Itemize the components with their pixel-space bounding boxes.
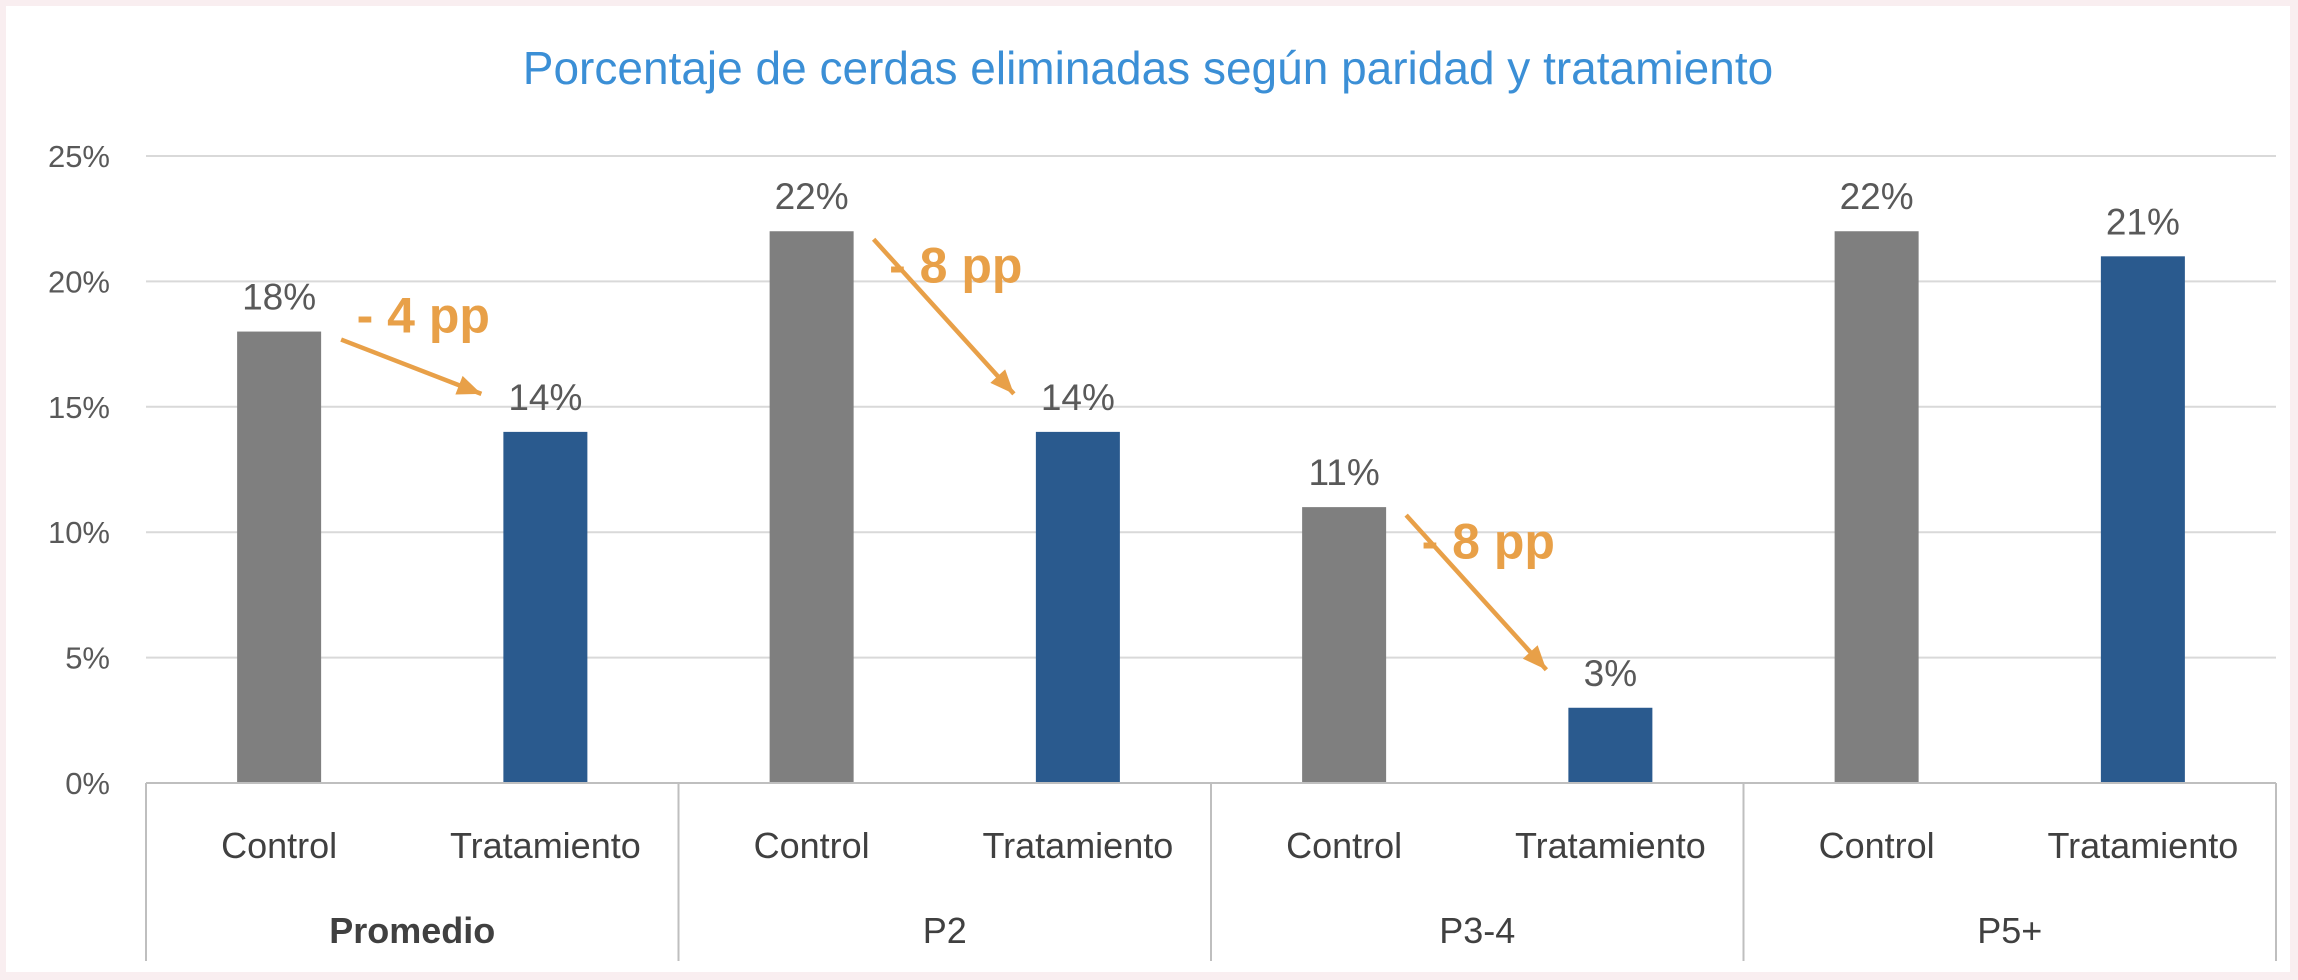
arrow-head	[455, 375, 482, 395]
bar-control	[237, 331, 322, 783]
bar-tratamiento	[1035, 431, 1120, 783]
x-category-label: Control	[1286, 825, 1402, 866]
bar-value-label: 14%	[1041, 377, 1115, 418]
x-group-label: Promedio	[329, 910, 495, 951]
x-group-label: P5+	[1977, 910, 2042, 951]
y-tick-label: 10%	[48, 515, 110, 550]
y-tick-label: 0%	[65, 766, 110, 801]
arrow-head	[1522, 645, 1547, 670]
x-category-label: Control	[754, 825, 870, 866]
x-category-label: Tratamiento	[983, 825, 1174, 866]
bar-value-label: 22%	[775, 176, 849, 217]
x-group-label: P3-4	[1439, 910, 1515, 951]
x-category-label: Tratamiento	[1515, 825, 1706, 866]
bar-value-label: 3%	[1584, 653, 1637, 694]
arrow-line	[340, 337, 483, 396]
bars	[237, 231, 2185, 784]
bar-tratamiento	[503, 431, 588, 783]
y-tick-label: 5%	[65, 641, 110, 676]
bar-value-label: 14%	[508, 377, 582, 418]
y-tick-label: 25%	[48, 139, 110, 174]
change-annotation: - 8 pp	[1422, 513, 1555, 569]
change-annotation: - 8 pp	[889, 238, 1022, 294]
bar-control	[1834, 231, 1919, 784]
bar-value-label: 22%	[1840, 176, 1914, 217]
y-tick-label: 20%	[48, 264, 110, 299]
chart-frame: Porcentaje de cerdas eliminadas según pa…	[6, 6, 2290, 972]
bar-control	[769, 231, 854, 784]
arrow-line	[871, 237, 1016, 396]
x-category-label: Tratamiento	[2048, 825, 2239, 866]
bar-value-label: 11%	[1308, 452, 1379, 493]
labels: 18% Control 14% Tratamiento Promedio 22% Contr…	[221, 176, 2238, 951]
bar-value-label: 18%	[242, 277, 316, 318]
arrow-line	[1404, 513, 1549, 672]
chart-svg: Porcentaje de cerdas eliminadas según pa…	[48, 42, 2277, 961]
bar-control	[1302, 507, 1387, 783]
bar-tratamiento	[1568, 707, 1653, 783]
x-category-label: Tratamiento	[450, 825, 641, 866]
x-category-label: Control	[1819, 825, 1935, 866]
gridlines	[146, 155, 2276, 659]
x-axis	[145, 782, 2277, 961]
arrow-head	[990, 369, 1014, 394]
bar-tratamiento	[2100, 256, 2185, 783]
annotations: - 4 pp - 8 pp - 8 pp	[340, 237, 1555, 672]
y-tick-label: 15%	[48, 390, 110, 425]
chart-title: Porcentaje de cerdas eliminadas según pa…	[523, 42, 1773, 94]
x-group-label: P2	[923, 910, 967, 951]
bar-value-label: 21%	[2106, 201, 2180, 242]
change-annotation: - 4 pp	[357, 288, 490, 344]
x-category-label: Control	[221, 825, 337, 866]
y-axis-ticks: 0% 5% 10% 15% 20% 25%	[48, 139, 110, 801]
